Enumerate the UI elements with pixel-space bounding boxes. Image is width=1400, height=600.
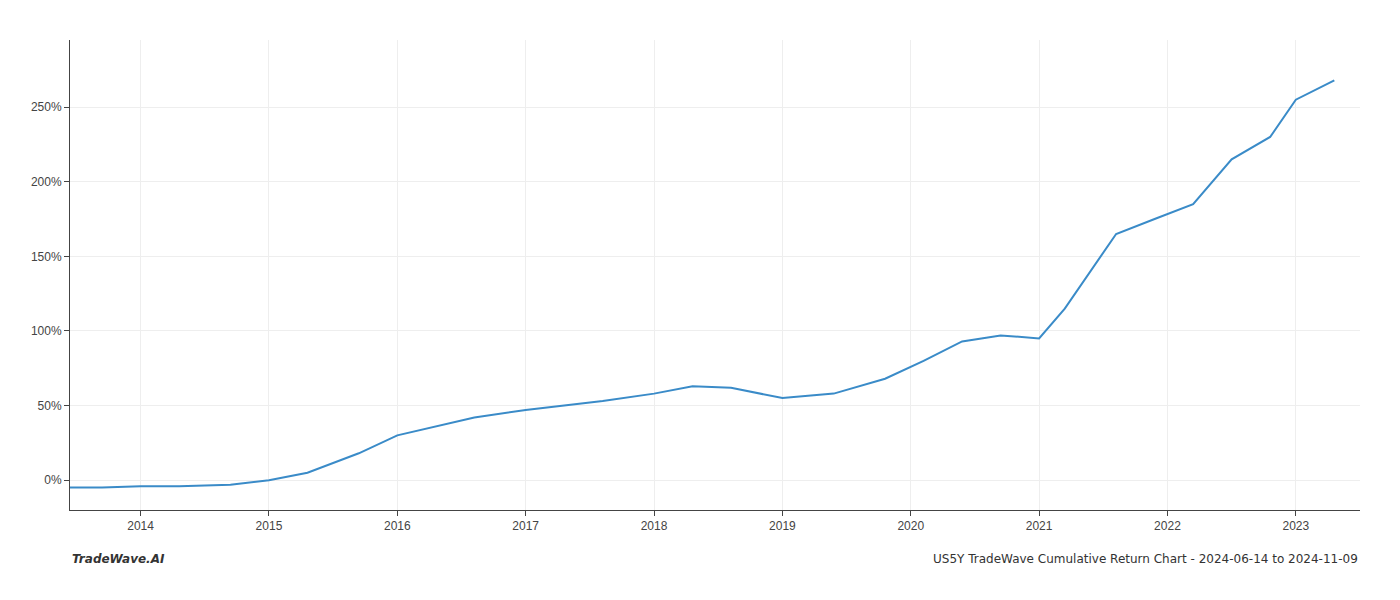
svg-text:2021: 2021: [1026, 519, 1053, 533]
svg-text:TradeWave.AI: TradeWave.AI: [72, 552, 165, 566]
svg-text:2017: 2017: [512, 519, 539, 533]
svg-text:2023: 2023: [1282, 519, 1309, 533]
svg-text:2020: 2020: [897, 519, 924, 533]
svg-text:250%: 250%: [31, 100, 62, 114]
svg-text:2018: 2018: [641, 519, 668, 533]
svg-text:2019: 2019: [769, 519, 796, 533]
svg-text:US5Y TradeWave Cumulative Retu: US5Y TradeWave Cumulative Return Chart -…: [933, 552, 1358, 566]
svg-text:2014: 2014: [127, 519, 154, 533]
svg-text:150%: 150%: [31, 250, 62, 264]
svg-text:2022: 2022: [1154, 519, 1181, 533]
svg-text:2015: 2015: [256, 519, 283, 533]
svg-text:200%: 200%: [31, 175, 62, 189]
svg-text:50%: 50%: [38, 399, 62, 413]
svg-text:100%: 100%: [31, 324, 62, 338]
svg-text:0%: 0%: [44, 473, 62, 487]
svg-text:2016: 2016: [384, 519, 411, 533]
